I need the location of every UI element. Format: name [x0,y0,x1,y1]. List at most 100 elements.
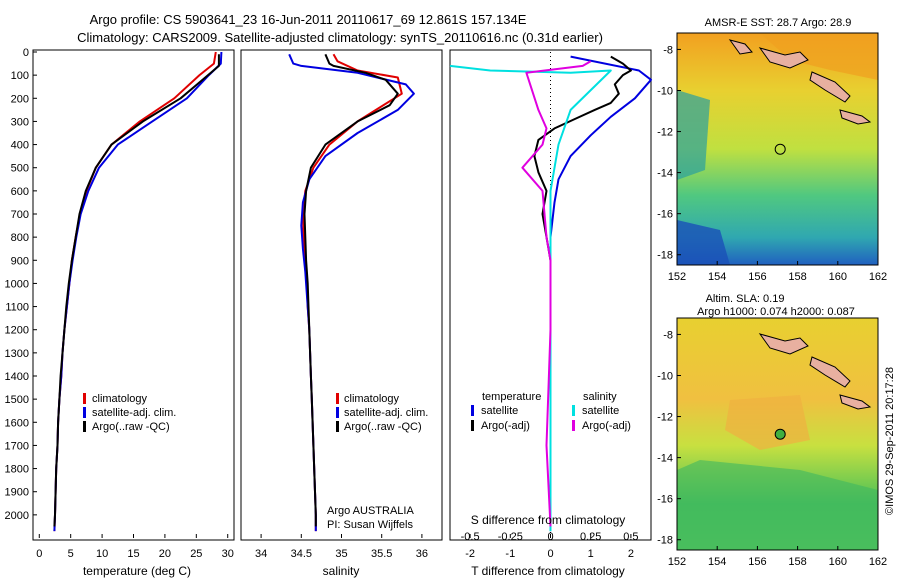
sla-map-panel: Altim. SLA: 0.19 Argo h1000: 0.074 h2000… [657,293,887,568]
x-tick-label: 1 [588,548,594,560]
legend-label-t-argo: Argo(-adj) [481,420,530,432]
map-lon-label: 154 [708,556,726,568]
legend-swatch-climatology [83,393,86,404]
legend-label-climatology: climatology [344,393,400,405]
s-diff-tick-label: 0.5 [623,531,638,543]
sst-map-axis-ticks: 152 154 156 158 160 162 -8 -10 -12 -14 -16 -18 [657,44,887,283]
coastline-guadalcanal [839,394,872,410]
coastline-new-britain [758,333,809,355]
x-tick-label: 20 [159,548,171,560]
x-tick-label: 36 [416,548,428,560]
map-lat-label: -10 [657,370,673,382]
depth-tick-label: 100 [11,70,29,82]
difference-series [449,55,652,532]
sla-map-title-line-2: Argo h1000: 0.074 h2000: 0.087 [697,306,855,318]
temperature-legend: climatology satellite-adj. clim. Argo(..… [83,393,176,433]
map-lon-label: 160 [829,271,847,283]
x-tick-label: 34.5 [291,548,312,560]
figure-title-line-2: Climatology: CARS2009. Satellite-adjuste… [77,30,603,45]
legend-swatch-s-satellite [572,405,575,416]
coastline-solomon-islands [809,71,851,103]
map-lat-label: -16 [657,494,673,506]
s-diff-tick-label: -0.25 [498,531,523,543]
sla-low-patch [677,460,878,550]
temperature-axis-ticks: 0 5 10 15 20 25 30 [36,534,234,560]
sla-map-title-line-1: Altim. SLA: 0.19 [706,293,785,305]
map-lat-label: -12 [657,412,673,424]
depth-tick-label: 300 [11,116,29,128]
map-lat-label: -10 [657,85,673,97]
x-tick-label: 2 [628,548,634,560]
legend-label-argo: Argo(..raw -QC) [92,421,170,433]
sst-map-panel: AMSR-E SST: 28.7 Argo: 28.9 152 154 156 158… [657,17,887,283]
legend-swatch-argo [83,421,86,432]
depth-tick-label: 500 [11,163,29,175]
difference-plot-frame [449,49,652,541]
legend-swatch-t-satellite [471,405,474,416]
temperature-plot-frame [32,49,235,541]
depth-tick-label: 200 [11,93,29,105]
legend-swatch-satellite [336,407,339,418]
depth-tick-label: 1700 [5,440,29,452]
coastline-guadalcanal [839,109,872,125]
sst-map-title: AMSR-E SST: 28.7 Argo: 28.9 [705,17,852,29]
imos-credit-label: ©IMOS 29-Sep-2011 20:17:28 [884,367,896,515]
sla-map-frame [676,317,879,551]
pi-name-label: PI: Susan Wijffels [327,519,413,531]
legend-swatch-argo [336,421,339,432]
depth-tick-label: 1100 [5,302,29,314]
map-lat-label: -16 [657,209,673,221]
depth-tick-label: 900 [11,255,29,267]
float-owner-label: Argo AUSTRALIA [327,505,414,517]
map-lat-label: -12 [657,127,673,139]
salinity-plot-frame [240,49,443,541]
s-diff-tick-label: -0.5 [461,531,480,543]
coastline-bougainville [728,39,753,55]
argo-location-marker [774,143,786,155]
series-line-argo-raw-qc [53,54,220,527]
temperature-series [53,51,223,532]
series-line-climatology [53,51,217,532]
sla-map-axis-ticks: 152 154 156 158 160 162 -8 -10 -12 -14 -16 -18 [657,329,887,568]
legend-label-satellite: satellite-adj. clim. [92,407,176,419]
legend-label-climatology: climatology [92,393,148,405]
sst-cold-corner [677,220,730,265]
x-tick-label: 35 [335,548,347,560]
series-line-t-satellite [549,55,652,532]
salinity-legend: climatology satellite-adj. clim. Argo(..… [336,393,428,433]
sla-high-patch [725,395,810,450]
x-tick-label: 0 [547,548,553,560]
s-difference-axis-title: S difference from climatology [471,513,626,527]
map-lon-label: 160 [829,556,847,568]
legend-swatch-s-argo [572,420,575,431]
depth-tick-label: 700 [11,209,29,221]
map-lon-label: 162 [869,271,887,283]
map-lon-label: 152 [668,556,686,568]
map-lon-label: 156 [748,271,766,283]
legend-label-argo: Argo(..raw -QC) [344,421,422,433]
salinity-series [288,53,415,532]
map-lat-label: -14 [657,168,673,180]
depth-tick-label: 1300 [5,348,29,360]
depth-axis-ticks: 0 100 200 300 400 500 600 700 800 900 1000 1100 1200… [5,47,37,522]
depth-tick-label: 1900 [5,487,29,499]
sst-cool-patch [677,90,710,180]
s-diff-tick-label: 0.25 [580,531,601,543]
legend-title-salinity: salinity [583,391,617,403]
figure-title-line-1: Argo profile: CS 5903641_23 16-Jun-2011 … [90,12,527,27]
x-tick-label: 15 [127,548,139,560]
t-difference-xlabel: T difference from climatology [471,564,625,578]
x-tick-label: 10 [96,548,108,560]
difference-panel: -2 -1 0 1 2 -0.5 -0.25 0 0.25 0.5 S difference f… [449,49,652,578]
map-lat-label: -8 [663,329,673,341]
x-tick-label: 0 [36,548,42,560]
legend-swatch-climatology [336,393,339,404]
coastline-new-britain [758,47,809,69]
depth-tick-label: 2000 [5,510,29,522]
map-lon-label: 158 [788,271,806,283]
sst-warm-patch [760,33,878,80]
map-lat-label: -18 [657,250,673,262]
legend-label-t-satellite: satellite [481,405,518,417]
depth-tick-label: 1400 [5,371,29,383]
